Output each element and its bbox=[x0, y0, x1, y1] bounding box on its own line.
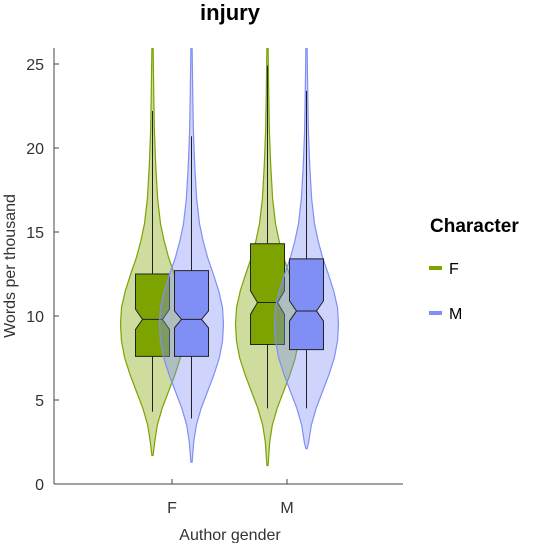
x-tick-label: F bbox=[167, 500, 177, 517]
y-axis-label: Words per thousand bbox=[2, 194, 19, 338]
legend-label-m: M bbox=[449, 306, 462, 323]
x-axis-label: Author gender bbox=[179, 527, 281, 543]
y-tick-label: 10 bbox=[26, 309, 44, 326]
y-tick-label: 20 bbox=[26, 141, 44, 158]
y-tick-label: 5 bbox=[35, 393, 44, 410]
y-tick-label: 0 bbox=[35, 477, 44, 494]
plot-content bbox=[121, 47, 339, 465]
legend-title: Character bbox=[430, 216, 519, 237]
x-tick-label: M bbox=[280, 500, 293, 517]
box-m-m bbox=[290, 259, 324, 350]
plot-area bbox=[121, 47, 339, 465]
chart-title: injury bbox=[200, 0, 261, 25]
y-tick-label: 15 bbox=[26, 225, 44, 242]
legend-label-f: F bbox=[449, 261, 459, 278]
box-m-f bbox=[175, 271, 209, 357]
y-tick-label: 25 bbox=[26, 57, 44, 74]
legend: Character F M bbox=[429, 216, 519, 323]
